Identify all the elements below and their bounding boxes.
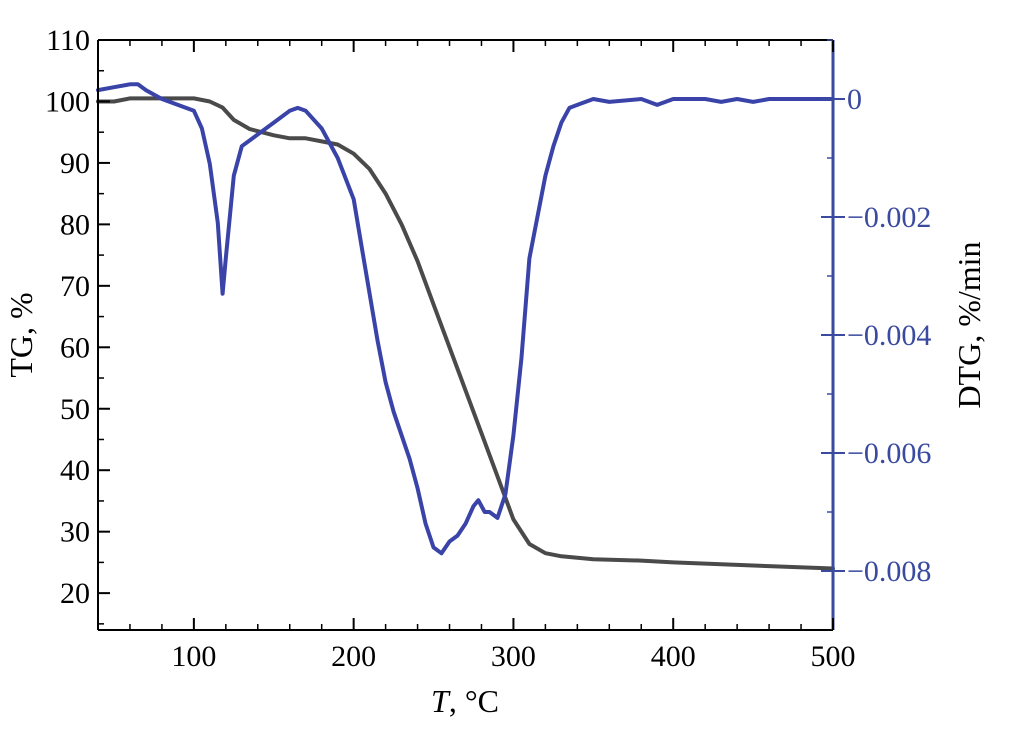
x-tick-label: 300 (491, 640, 536, 673)
y-left-tick-label: 80 (60, 208, 90, 241)
y-left-tick-label: 110 (46, 24, 90, 57)
x-tick-label: 200 (331, 640, 376, 673)
y-left-tick-label: 90 (60, 147, 90, 180)
y-left-tick-label: 50 (60, 393, 90, 426)
x-axis-unit: , °C (449, 683, 499, 719)
plot-lines (96, 82, 835, 571)
y-left-tick-label: 20 (60, 577, 90, 610)
axes (97, 39, 835, 631)
y-left-tick-label: 30 (60, 516, 90, 549)
left-y-axis-ticks: 20 30 40 50 60 70 80 90 100 110 (45, 24, 110, 625)
x-tick-label: 500 (811, 640, 856, 673)
y-right-tick-label: 0 (847, 83, 862, 116)
dtg-series-line (96, 82, 835, 556)
x-axis-title: T, °C (431, 683, 499, 719)
y-left-tick-label: 100 (45, 85, 90, 118)
y-left-tick-label: 70 (60, 270, 90, 303)
right-y-axis-title: DTG, %/min (951, 241, 987, 408)
right-y-axis-ticks: 0 −0.002 −0.004 −0.006 −0.008 (821, 39, 931, 588)
tg-series-line (96, 96, 835, 571)
left-y-axis-title: TG, % (3, 292, 39, 377)
x-axis-ticks: 100 200 300 400 500 (129, 40, 856, 673)
y-right-tick-label: −0.006 (847, 437, 931, 470)
y-right-tick-label: −0.002 (847, 201, 931, 234)
x-tick-label: 400 (651, 640, 696, 673)
x-tick-label: 100 (171, 640, 216, 673)
y-right-tick-label: −0.004 (847, 319, 931, 352)
y-left-tick-label: 60 (60, 331, 90, 364)
x-axis-symbol: T (431, 683, 451, 719)
y-right-tick-label: −0.008 (847, 555, 931, 588)
y-left-tick-label: 40 (60, 454, 90, 487)
